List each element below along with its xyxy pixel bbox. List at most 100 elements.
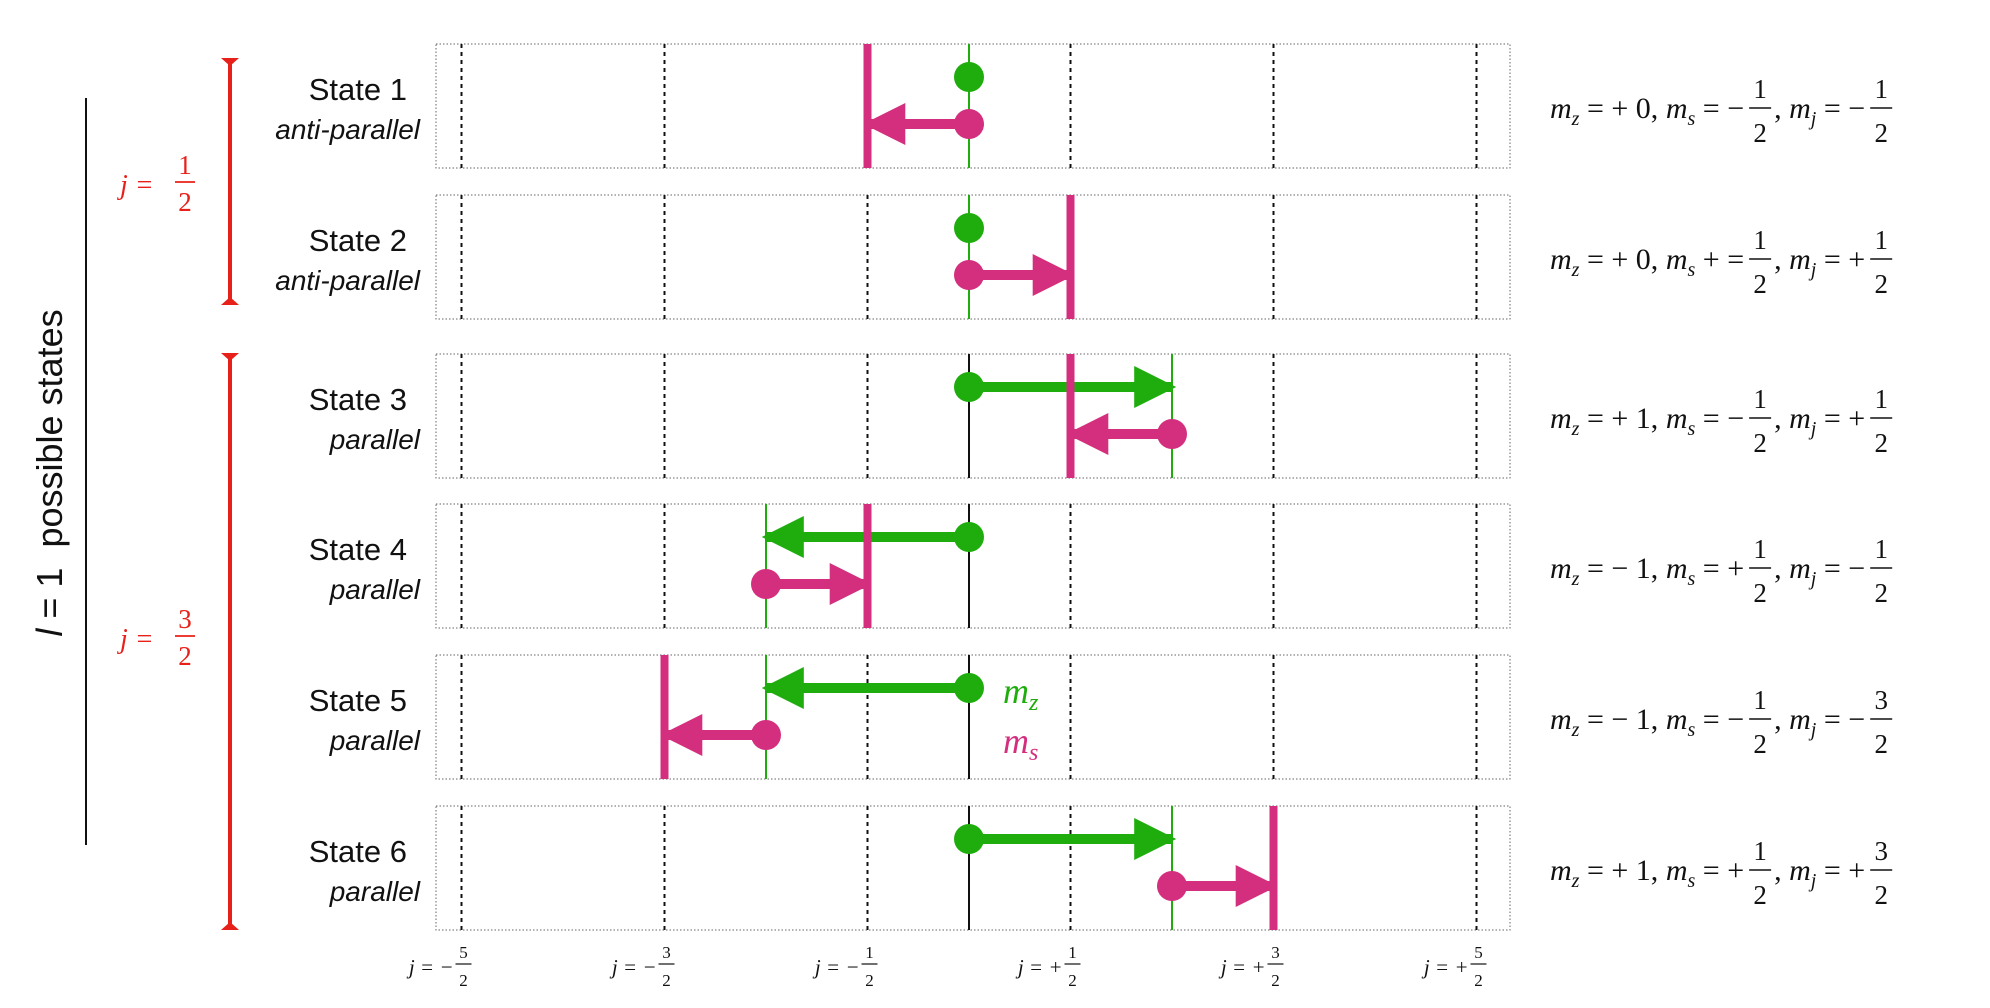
state-title: State 4 [309, 532, 407, 567]
svg-text:mz = + 0, ms + =: mz = + 0, ms + = [1550, 243, 1744, 281]
state-title: State 2 [309, 223, 407, 258]
mj-fraction-num: 3 [1874, 836, 1888, 866]
svg-text:j = −: j = − [609, 955, 657, 979]
svg-text:2: 2 [1474, 971, 1483, 990]
svg-text:2: 2 [178, 641, 192, 671]
svg-text:j = −: j = − [406, 955, 454, 979]
group-bracket-j-half: j = 1 2 [117, 58, 239, 305]
axis-tick-label: j = − 3 2 [609, 943, 675, 990]
state-equation: mz = − 1, ms = −12, mj = −32 [1550, 685, 1893, 759]
ms-origin-dot [954, 109, 984, 139]
mj-fraction-num: 1 [1874, 74, 1888, 104]
state-equation: mz = + 0, ms = −12, mj = −12 [1550, 74, 1893, 148]
svg-text:mz = − 1, ms = −: mz = − 1, ms = − [1550, 703, 1744, 741]
svg-text:, mj = +: , mj = + [1774, 243, 1865, 281]
state-equation: mz = + 0, ms + =12, mj = +12 [1550, 225, 1893, 299]
mj-fraction-num: 1 [1874, 384, 1888, 414]
svg-text:mz = + 0, ms = −: mz = + 0, ms = − [1550, 92, 1744, 130]
state-subtitle: anti-parallel [275, 114, 421, 145]
svg-text:, mj = +: , mj = + [1774, 854, 1865, 892]
state-subtitle: anti-parallel [275, 265, 421, 296]
svg-text:2: 2 [178, 187, 192, 217]
mj-fraction-num: 1 [1874, 534, 1888, 564]
svg-text:, mj = −: , mj = − [1774, 92, 1865, 130]
mj-fraction-den: 2 [1874, 428, 1888, 458]
state-subtitle: parallel [329, 876, 421, 907]
mz-origin-dot [954, 62, 984, 92]
mj-fraction-den: 2 [1874, 118, 1888, 148]
svg-text:2: 2 [662, 971, 671, 990]
svg-text:j = +: j = + [1015, 955, 1063, 979]
ms-fraction-num: 1 [1753, 74, 1767, 104]
ms-fraction-den: 2 [1753, 269, 1767, 299]
panel-border [435, 805, 1511, 931]
svg-text:1: 1 [178, 150, 192, 180]
mz-origin-dot [954, 673, 984, 703]
svg-text:j = +: j = + [1218, 955, 1266, 979]
state-panel-2: State 2 anti-parallel mz = + 0, ms + = 1 2, … [275, 194, 1893, 320]
panel-border [435, 654, 1511, 780]
ms-origin-dot [954, 260, 984, 290]
mj-fraction-den: 2 [1874, 880, 1888, 910]
mj-fraction-num: 1 [1874, 225, 1888, 255]
svg-text:2: 2 [1271, 971, 1280, 990]
svg-text:j = +: j = + [1421, 955, 1469, 979]
mj-fraction-den: 2 [1874, 578, 1888, 608]
ms-fraction-num: 1 [1753, 225, 1767, 255]
state-title: State 3 [309, 382, 407, 417]
ms-fraction-num: 1 [1753, 836, 1767, 866]
mz-origin-dot [954, 213, 984, 243]
svg-text:mz = − 1, ms = +: mz = − 1, ms = + [1550, 552, 1744, 590]
svg-text:2: 2 [865, 971, 874, 990]
panel-border [435, 43, 1511, 169]
svg-text:3: 3 [662, 943, 671, 962]
state-equation: mz = + 1, ms = +12, mj = +32 [1550, 836, 1893, 910]
axis-tick-label: j = + 3 2 [1218, 943, 1284, 990]
ms-fraction-num: 1 [1753, 534, 1767, 564]
axis-tick-label: j = − 1 2 [812, 943, 878, 990]
ms-fraction-num: 1 [1753, 384, 1767, 414]
panel-border [435, 503, 1511, 629]
svg-text:1: 1 [865, 943, 874, 962]
ms-fraction-den: 2 [1753, 880, 1767, 910]
state-equation: mz = + 1, ms = −12, mj = +12 [1550, 384, 1893, 458]
svg-text:mz = + 1, ms = +: mz = + 1, ms = + [1550, 854, 1744, 892]
svg-text:1: 1 [1068, 943, 1077, 962]
legend-mz: mz [1003, 671, 1039, 716]
state-equation: mz = − 1, ms = +12, mj = −12 [1550, 534, 1893, 608]
svg-text:3: 3 [178, 604, 192, 634]
svg-text:mz = + 1, ms = −: mz = + 1, ms = − [1550, 402, 1744, 440]
group-label-j-half: j = [117, 170, 154, 201]
mj-fraction-num: 3 [1874, 685, 1888, 715]
ms-origin-dot [751, 720, 781, 750]
ms-origin-dot [751, 569, 781, 599]
axis-tick-label: j = + 1 2 [1015, 943, 1081, 990]
side-title: l = 1 possible states [29, 309, 70, 636]
ms-fraction-den: 2 [1753, 118, 1767, 148]
svg-text:j = −: j = − [812, 955, 860, 979]
panel-border [435, 194, 1511, 320]
svg-text:2: 2 [1068, 971, 1077, 990]
ms-fraction-den: 2 [1753, 729, 1767, 759]
axis-tick-label: j = + 5 2 [1421, 943, 1487, 990]
state-title: State 1 [309, 72, 407, 107]
svg-text:, mj = −: , mj = − [1774, 552, 1865, 590]
group-label-j-three-halves: j = [117, 624, 154, 655]
mj-fraction-den: 2 [1874, 729, 1888, 759]
mz-origin-dot [954, 824, 984, 854]
svg-text:5: 5 [459, 943, 468, 962]
ms-fraction-num: 1 [1753, 685, 1767, 715]
legend: mz ms [1003, 671, 1039, 766]
ms-fraction-den: 2 [1753, 428, 1767, 458]
group-bracket-j-three-halves: j = 3 2 [117, 353, 239, 930]
legend-ms: ms [1003, 721, 1038, 766]
svg-text:2: 2 [459, 971, 468, 990]
mz-origin-dot [954, 372, 984, 402]
svg-text:3: 3 [1271, 943, 1280, 962]
state-subtitle: parallel [329, 574, 421, 605]
